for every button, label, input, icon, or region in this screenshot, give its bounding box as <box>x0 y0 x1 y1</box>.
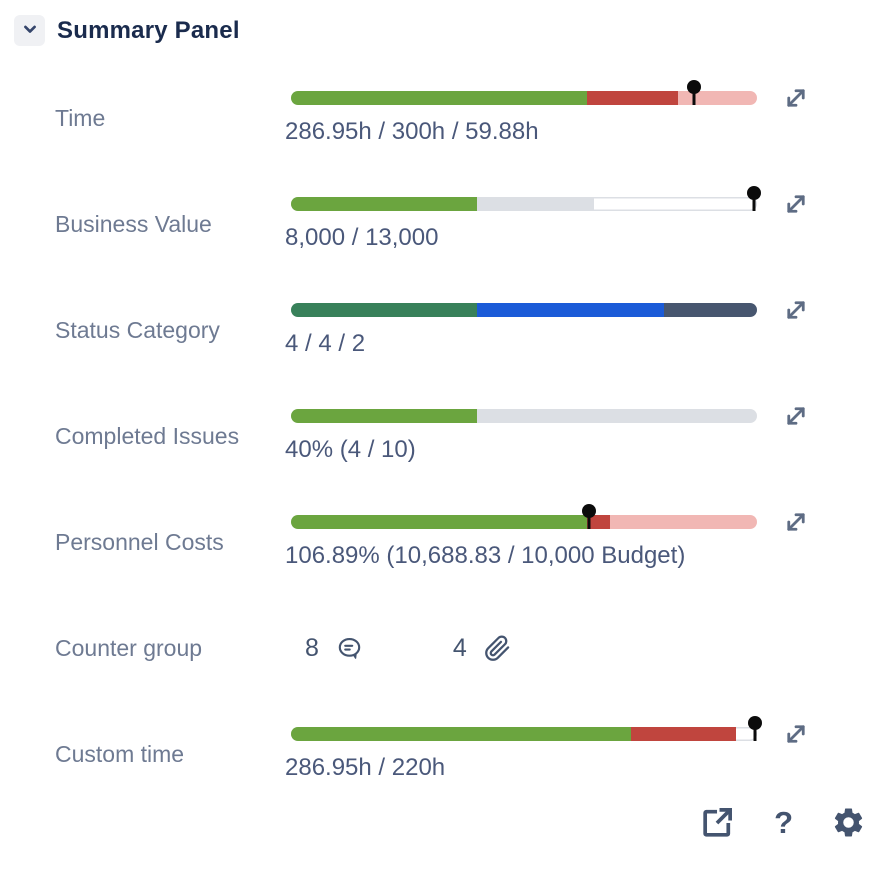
segment-spent <box>291 726 632 741</box>
progress-bar-personnel-costs[interactable] <box>291 514 757 529</box>
row-value-personnel-costs: 106.89% (10,688.83 / 10,000 Budget) <box>285 541 686 569</box>
paperclip-icon <box>484 634 511 662</box>
row-label-custom-time: Custom time <box>55 740 185 767</box>
collapse-toggle-button[interactable] <box>14 15 45 46</box>
expand-icon[interactable] <box>782 296 810 324</box>
progress-track-status-category <box>291 302 757 317</box>
expand-icon[interactable] <box>782 84 810 112</box>
segment-over <box>631 726 737 741</box>
expand-icon[interactable] <box>782 720 810 748</box>
progress-bar-status-category[interactable] <box>291 302 757 317</box>
panel-title: Summary Panel <box>57 16 240 44</box>
row-label-completed-issues: Completed Issues <box>55 422 240 449</box>
segment-done <box>291 302 478 317</box>
summary-row-status-category: Status Category 4 / 4 / 2 <box>0 277 896 383</box>
segment-in-progress <box>477 302 664 317</box>
segment-over <box>586 514 611 529</box>
expand-icon[interactable] <box>782 190 810 218</box>
row-value-time: 286.95h / 300h / 59.88h <box>285 117 539 145</box>
segment-remaining <box>610 514 757 529</box>
progress-track-completed-issues <box>291 408 757 423</box>
segment-to-do <box>663 302 757 317</box>
settings-gear-icon[interactable] <box>831 805 866 840</box>
segment-completed <box>291 408 478 423</box>
counter-item-paperclip: 4 <box>453 634 511 663</box>
segment-remaining <box>677 90 757 105</box>
panel-footer: ? <box>699 804 866 841</box>
row-content-custom-time: 286.95h / 220h <box>285 724 841 782</box>
expand-icon[interactable] <box>782 508 810 536</box>
help-icon[interactable]: ? <box>774 807 793 838</box>
row-content-personnel-costs: 106.89% (10,688.83 / 10,000 Budget) <box>285 512 841 570</box>
summary-row-completed-issues: Completed Issues 40% (4 / 10) <box>0 383 896 489</box>
open-in-new-icon[interactable] <box>699 804 736 841</box>
row-content-time: 286.95h / 300h / 59.88h <box>285 88 841 146</box>
row-label-counter-group: Counter group <box>55 634 203 661</box>
progress-track-personnel-costs <box>291 514 757 529</box>
segment-spent <box>291 514 587 529</box>
summary-row-custom-time: Custom time 286.95h / 220h <box>0 701 896 807</box>
row-value-completed-issues: 40% (4 / 10) <box>285 435 416 463</box>
panel-header: Summary Panel <box>0 0 896 46</box>
segment-planned <box>477 196 594 211</box>
counter-value: 8 <box>305 633 319 662</box>
help-glyph: ? <box>774 805 793 840</box>
row-content-business-value: 8,000 / 13,000 <box>285 194 841 252</box>
progress-bar-custom-time[interactable] <box>291 726 757 741</box>
segment-remaining <box>477 408 757 423</box>
progress-bar-completed-issues[interactable] <box>291 408 757 423</box>
progress-track-custom-time <box>291 726 757 741</box>
progress-track-business-value <box>291 196 757 211</box>
row-label-status-category: Status Category <box>55 316 220 343</box>
progress-bar-business-value[interactable] <box>291 196 757 211</box>
comment-icon <box>336 635 363 662</box>
summary-row-counter-group: Counter group 8 4 <box>0 595 896 701</box>
row-label-personnel-costs: Personnel Costs <box>55 528 224 555</box>
row-label-time: Time <box>55 104 106 131</box>
row-content-completed-issues: 40% (4 / 10) <box>285 406 841 464</box>
summary-row-business-value: Business Value 8,000 / 13,000 <box>0 171 896 277</box>
segment-achieved <box>291 196 478 211</box>
segment-spent <box>291 90 587 105</box>
progress-track-time <box>291 90 757 105</box>
rows: Time 286.95h / 300h / 59.88h Business Valu… <box>0 65 896 807</box>
chevron-down-icon <box>20 19 40 42</box>
expand-icon[interactable] <box>782 402 810 430</box>
row-value-status-category: 4 / 4 / 2 <box>285 329 366 357</box>
counter-item-comment: 8 <box>305 634 363 663</box>
row-value-business-value: 8,000 / 13,000 <box>285 223 439 251</box>
row-label-business-value: Business Value <box>55 210 212 237</box>
counter-value: 4 <box>452 633 467 662</box>
summary-row-personnel-costs: Personnel Costs 106.89% (10,688.83 / 10,0… <box>0 489 896 595</box>
segment-over <box>586 90 678 105</box>
row-value-custom-time: 286.95h / 220h <box>285 753 446 781</box>
row-content-status-category: 4 / 4 / 2 <box>285 300 841 358</box>
progress-bar-time[interactable] <box>291 90 757 105</box>
summary-row-time: Time 286.95h / 300h / 59.88h <box>0 65 896 171</box>
